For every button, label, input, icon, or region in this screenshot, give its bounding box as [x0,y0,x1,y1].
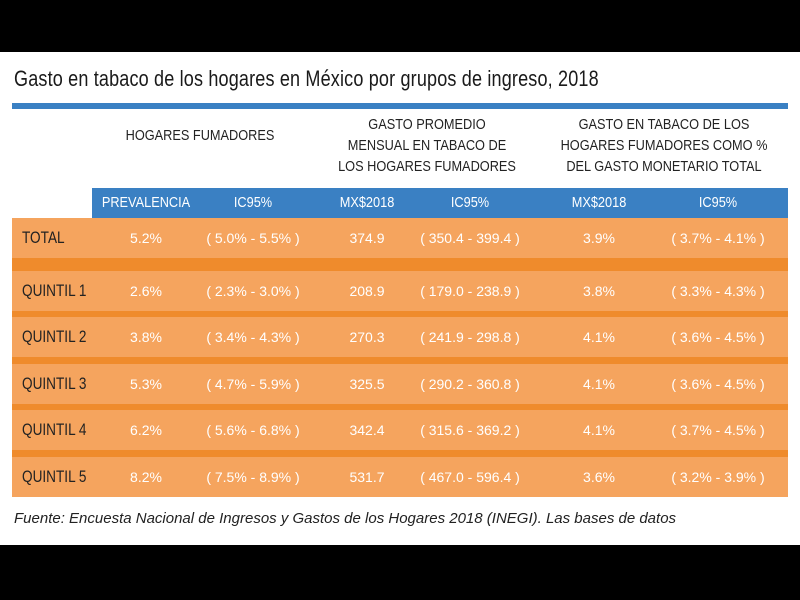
table-cell: 325.5 [349,375,385,392]
table-row: QUINTIL 4 6.2% ( 5.6% - 6.8% ) 342.4 ( 315.6… [12,410,788,451]
table-cell: ( 3.2% - 3.9% ) [671,469,765,485]
row-label: TOTAL [22,228,65,247]
row-label: QUINTIL 2 [22,327,87,347]
table-row: QUINTIL 1 2.6% ( 2.3% - 3.0% ) 208.9 ( 179.0… [12,270,788,311]
table-cell: 270.3 [349,329,385,346]
table-cell: ( 350.4 - 399.4 ) [420,230,520,246]
document-page: Gasto en tabaco de los hogares en México… [0,52,800,545]
source-footnote: Fuente: Encuesta Nacional de Ingresos y … [14,510,677,527]
table-cell: ( 4.7% - 5.9% ) [206,375,300,392]
table-cell: 2.6% [130,282,162,299]
table-row: TOTAL 5.2% ( 5.0% - 5.5% ) 374.9 ( 350.4 - 3… [12,218,788,258]
table-cell: 208.9 [349,282,385,299]
group-header-gasto-promedio: GASTO PROMEDIO MENSUAL EN TABACO DE LOS … [338,116,516,175]
table-cell: 6.2% [130,422,162,439]
table-cell: ( 241.9 - 298.8 ) [420,329,520,346]
table-cell: 4.1% [583,329,615,346]
table-cell: ( 3.7% - 4.5% ) [671,422,765,439]
table-cell: ( 5.0% - 5.5% ) [206,230,300,246]
table-cell: ( 3.4% - 4.3% ) [206,329,300,346]
table-cell: 3.6% [583,469,615,485]
subheader-row: PREVALENCIA IC95% MX$2018 IC95% MX$2018 IC95% [92,188,788,218]
row-label: QUINTIL 3 [22,373,87,393]
table-cell: 4.1% [583,375,615,392]
group-header-gasto-porcentaje: GASTO EN TABACO DE LOS HOGARES FUMADORES… [560,116,768,175]
row-label: QUINTIL 1 [22,280,87,300]
group-header-hogares-fumadores: HOGARES FUMADORES [125,127,275,144]
table-cell: 3.8% [130,329,162,346]
column-header: IC95% [450,194,490,211]
table-cell: 5.3% [130,375,162,392]
table-cell: 531.7 [349,469,385,485]
row-label: QUINTIL 4 [22,420,87,440]
table-body: TOTAL 5.2% ( 5.0% - 5.5% ) 374.9 ( 350.4 - 3… [12,218,788,497]
table-cell: ( 467.0 - 596.4 ) [420,469,520,485]
table-cell: 3.9% [583,230,615,246]
table-cell: 3.8% [583,282,615,299]
row-label: QUINTIL 5 [22,467,87,486]
table-cell: ( 179.0 - 238.9 ) [420,282,520,299]
column-header: MX$2018 [571,194,627,211]
column-header: IC95% [698,194,738,211]
table-row: QUINTIL 5 8.2% ( 7.5% - 8.9% ) 531.7 ( 467.0… [12,457,788,497]
table-title: Gasto en tabaco de los hogares en México… [14,66,599,91]
table-cell: ( 7.5% - 8.9% ) [206,469,300,485]
table-cell: ( 2.3% - 3.0% ) [206,282,300,299]
table-row: QUINTIL 3 5.3% ( 4.7% - 5.9% ) 325.5 ( 290.2… [12,363,788,404]
column-header: PREVALENCIA [101,194,191,211]
table-cell: ( 3.6% - 4.5% ) [671,329,765,346]
table-cell: ( 290.2 - 360.8 ) [420,375,520,392]
table-cell: ( 3.6% - 4.5% ) [671,375,765,392]
title-divider [12,103,788,109]
table-cell: ( 5.6% - 6.8% ) [206,422,300,439]
table-cell: 342.4 [349,422,385,439]
table-cell: ( 315.6 - 369.2 ) [420,422,520,439]
table-cell: ( 3.3% - 4.3% ) [671,282,765,299]
table-row: QUINTIL 2 3.8% ( 3.4% - 4.3% ) 270.3 ( 241.9… [12,317,788,358]
table-cell: 4.1% [583,422,615,439]
table-cell: 8.2% [130,469,162,485]
table-cell: 5.2% [130,230,162,246]
column-header: IC95% [233,194,273,211]
table-cell: 374.9 [349,230,385,246]
table-cell: ( 3.7% - 4.1% ) [671,230,765,246]
column-header: MX$2018 [339,194,395,211]
